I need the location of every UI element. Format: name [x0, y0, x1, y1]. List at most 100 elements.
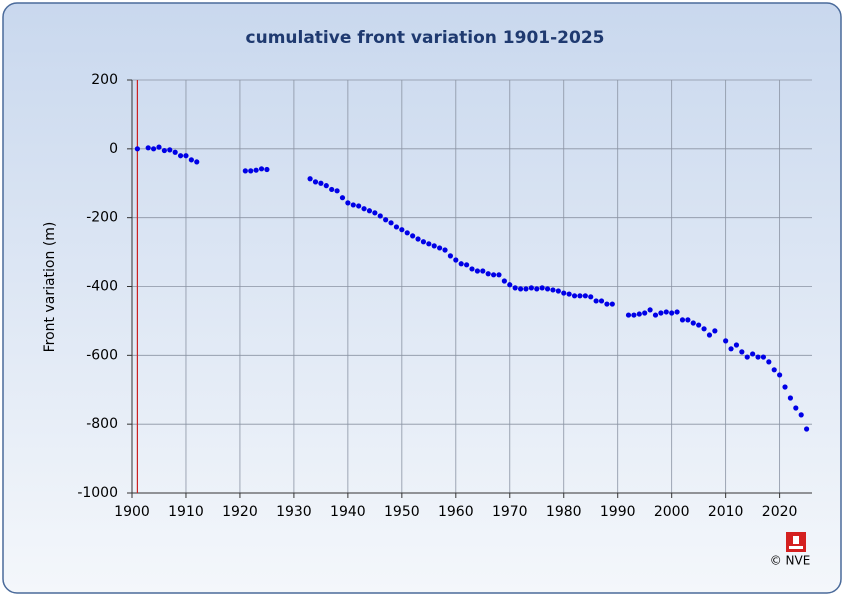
data-point [561, 290, 567, 296]
data-point [544, 286, 551, 292]
x-tick-label: 1920 [222, 504, 258, 520]
data-point [458, 261, 464, 267]
data-point [777, 372, 783, 378]
data-point [609, 301, 615, 307]
data-point [177, 153, 184, 159]
data-point [517, 286, 524, 292]
data-point [426, 241, 432, 247]
nve-logo [786, 532, 806, 552]
data-point [528, 285, 534, 291]
data-point [312, 179, 319, 185]
data-point [798, 412, 804, 418]
data-point [652, 312, 659, 318]
data-point [307, 176, 313, 182]
data-point [172, 149, 178, 155]
data-point [771, 367, 777, 373]
data-point [642, 310, 648, 316]
data-point [701, 326, 707, 332]
data-point [474, 268, 480, 274]
data-point [782, 384, 788, 390]
data-point [760, 354, 767, 360]
data-point [582, 293, 588, 299]
data-point [399, 227, 405, 233]
data-point [744, 354, 750, 360]
data-point [739, 349, 745, 355]
data-point [253, 167, 259, 173]
data-point [339, 195, 346, 201]
data-point [496, 272, 502, 278]
data-point [431, 243, 437, 249]
data-point [550, 287, 556, 293]
data-point [345, 200, 351, 206]
y-tick-label: -200 [86, 210, 118, 226]
data-point [150, 146, 157, 152]
x-tick-label: 1960 [438, 504, 474, 520]
data-point [636, 311, 642, 317]
data-point [631, 312, 637, 318]
x-tick-label: 1940 [330, 504, 366, 520]
chart-title: cumulative front variation 1901-2025 [246, 28, 605, 48]
data-point [366, 208, 373, 214]
data-point [264, 166, 270, 173]
data-point [410, 233, 416, 239]
data-point [437, 245, 443, 251]
data-point [361, 206, 367, 212]
data-point [507, 282, 513, 288]
data-point [442, 247, 448, 253]
data-point [453, 257, 459, 263]
y-tick-label: 200 [91, 72, 118, 88]
data-point [356, 203, 362, 209]
data-point [501, 278, 507, 284]
data-point [194, 159, 200, 165]
data-point [161, 147, 167, 154]
data-point [625, 312, 632, 318]
data-point [658, 310, 664, 316]
data-point [706, 332, 713, 338]
data-point [258, 166, 265, 172]
y-tick-label: -800 [86, 416, 118, 432]
data-point [588, 294, 594, 300]
data-point [329, 186, 335, 193]
data-point [415, 236, 421, 242]
data-point [793, 405, 799, 411]
y-tick-label: 0 [109, 141, 118, 157]
x-tick-label: 1990 [600, 504, 636, 520]
data-point [685, 317, 691, 323]
data-point [377, 213, 383, 219]
data-point [334, 188, 340, 194]
data-point [490, 272, 497, 278]
data-point [712, 328, 718, 334]
data-point [480, 268, 486, 274]
data-point [393, 224, 400, 230]
x-tick-label: 1930 [276, 504, 312, 520]
data-point [523, 286, 529, 292]
data-point [512, 285, 518, 291]
data-point [555, 288, 561, 294]
x-tick-label: 2020 [762, 504, 798, 520]
data-point [804, 426, 810, 432]
x-tick-label: 1980 [546, 504, 582, 520]
data-point [485, 271, 491, 277]
y-tick-label: -1000 [77, 485, 118, 501]
data-point [388, 220, 394, 226]
data-point [188, 157, 194, 163]
data-point [755, 354, 761, 360]
x-tick-label: 1950 [384, 504, 420, 520]
y-tick-label: -400 [86, 279, 118, 295]
data-point [733, 342, 740, 348]
x-tick-label: 1970 [492, 504, 528, 520]
data-point [696, 322, 702, 328]
data-point [577, 293, 583, 299]
data-point [242, 168, 248, 174]
credit: © NVE [770, 554, 811, 568]
data-point [447, 253, 454, 259]
data-point [539, 285, 545, 291]
data-point [469, 266, 475, 272]
y-axis-label: Front variation (m) [42, 222, 58, 353]
data-point [318, 180, 324, 186]
data-point [404, 230, 410, 236]
data-point [350, 202, 356, 208]
data-point [663, 309, 669, 315]
data-point [167, 147, 173, 153]
